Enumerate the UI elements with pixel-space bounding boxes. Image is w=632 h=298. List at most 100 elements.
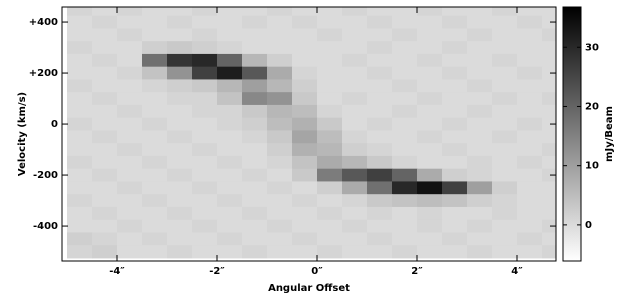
heat-cell [517, 130, 543, 143]
heat-cell [67, 16, 93, 29]
x-tick-label: 2″ [411, 266, 423, 277]
heat-cell [67, 181, 93, 194]
heat-cell [267, 194, 293, 207]
heat-cell [267, 16, 293, 29]
heat-cell [217, 207, 243, 220]
heat-cell [492, 54, 518, 67]
y-tick-label: +200 [29, 68, 58, 79]
heat-cell [67, 54, 93, 67]
heat-cell [417, 181, 443, 194]
heat-cell [392, 194, 418, 207]
heat-cell [242, 245, 268, 258]
heat-cell [292, 92, 318, 105]
heat-cell [242, 28, 268, 41]
heat-cell [292, 232, 318, 245]
heat-cell [267, 54, 293, 67]
heat-cell [417, 130, 443, 143]
heat-cell [417, 245, 443, 258]
heat-cell [267, 143, 293, 156]
heat-cell [392, 207, 418, 220]
heat-cell [92, 54, 118, 67]
heat-cell [392, 79, 418, 92]
heat-cell [242, 54, 268, 67]
heat-cell [317, 169, 343, 182]
heat-cell [367, 220, 393, 233]
heat-cell [117, 181, 143, 194]
heat-cell [67, 3, 93, 16]
heat-cell [367, 169, 393, 182]
x-axis-label: Angular Offset [268, 283, 350, 294]
heat-cell [292, 194, 318, 207]
heat-cell [267, 169, 293, 182]
heat-cell [392, 105, 418, 118]
heat-cell [117, 143, 143, 156]
heat-cell [392, 143, 418, 156]
heat-cell [492, 118, 518, 131]
heat-cell [517, 67, 543, 80]
x-tick-label: 4″ [511, 266, 523, 277]
heat-cell [92, 67, 118, 80]
heat-cell [467, 118, 493, 131]
heat-cell [267, 118, 293, 131]
heat-cell [342, 67, 368, 80]
heat-cell [242, 92, 268, 105]
heat-cell [217, 220, 243, 233]
heat-cell [92, 245, 118, 258]
heat-cell [342, 3, 368, 16]
heat-cell [92, 220, 118, 233]
colorbar-tick-label: 10 [585, 161, 599, 172]
heat-cell [117, 194, 143, 207]
heat-cell [467, 105, 493, 118]
heat-cell [142, 16, 168, 29]
heat-cell [167, 92, 193, 105]
heat-cell [367, 79, 393, 92]
heat-cell [217, 16, 243, 29]
heat-cell [492, 130, 518, 143]
heat-cell [467, 16, 493, 29]
heat-cell [167, 3, 193, 16]
heat-cell [117, 67, 143, 80]
heat-cell [417, 156, 443, 169]
heat-cell [517, 245, 543, 258]
heat-cell [117, 54, 143, 67]
heat-cell [317, 194, 343, 207]
heat-cell [467, 245, 493, 258]
heat-cell [217, 79, 243, 92]
heat-cell [92, 156, 118, 169]
heat-cell [417, 92, 443, 105]
heat-cell [442, 3, 468, 16]
heat-cell [517, 79, 543, 92]
heat-cell [367, 143, 393, 156]
heat-cell [142, 194, 168, 207]
heat-cell [392, 92, 418, 105]
heat-cell [442, 156, 468, 169]
heat-cell [192, 130, 218, 143]
heat-cell [142, 232, 168, 245]
heat-cell [117, 118, 143, 131]
heat-cell [192, 54, 218, 67]
heat-cell [217, 3, 243, 16]
heat-cell [67, 220, 93, 233]
heat-cell [92, 16, 118, 29]
heat-cell [467, 28, 493, 41]
heat-cell [292, 118, 318, 131]
heat-cell [267, 130, 293, 143]
heat-cell [67, 207, 93, 220]
heat-cell [317, 118, 343, 131]
heat-cell [342, 232, 368, 245]
heat-cell [292, 67, 318, 80]
heat-cell [292, 3, 318, 16]
heat-cell [142, 181, 168, 194]
heat-cell [242, 79, 268, 92]
heat-cell [342, 245, 368, 258]
heat-cell [167, 245, 193, 258]
heat-cell [142, 28, 168, 41]
heat-cell [317, 220, 343, 233]
heat-cell [292, 181, 318, 194]
heat-cell [167, 54, 193, 67]
heat-cell [192, 67, 218, 80]
heat-cell [442, 181, 468, 194]
heat-cell [117, 220, 143, 233]
heat-cell [242, 194, 268, 207]
heat-cell [442, 54, 468, 67]
